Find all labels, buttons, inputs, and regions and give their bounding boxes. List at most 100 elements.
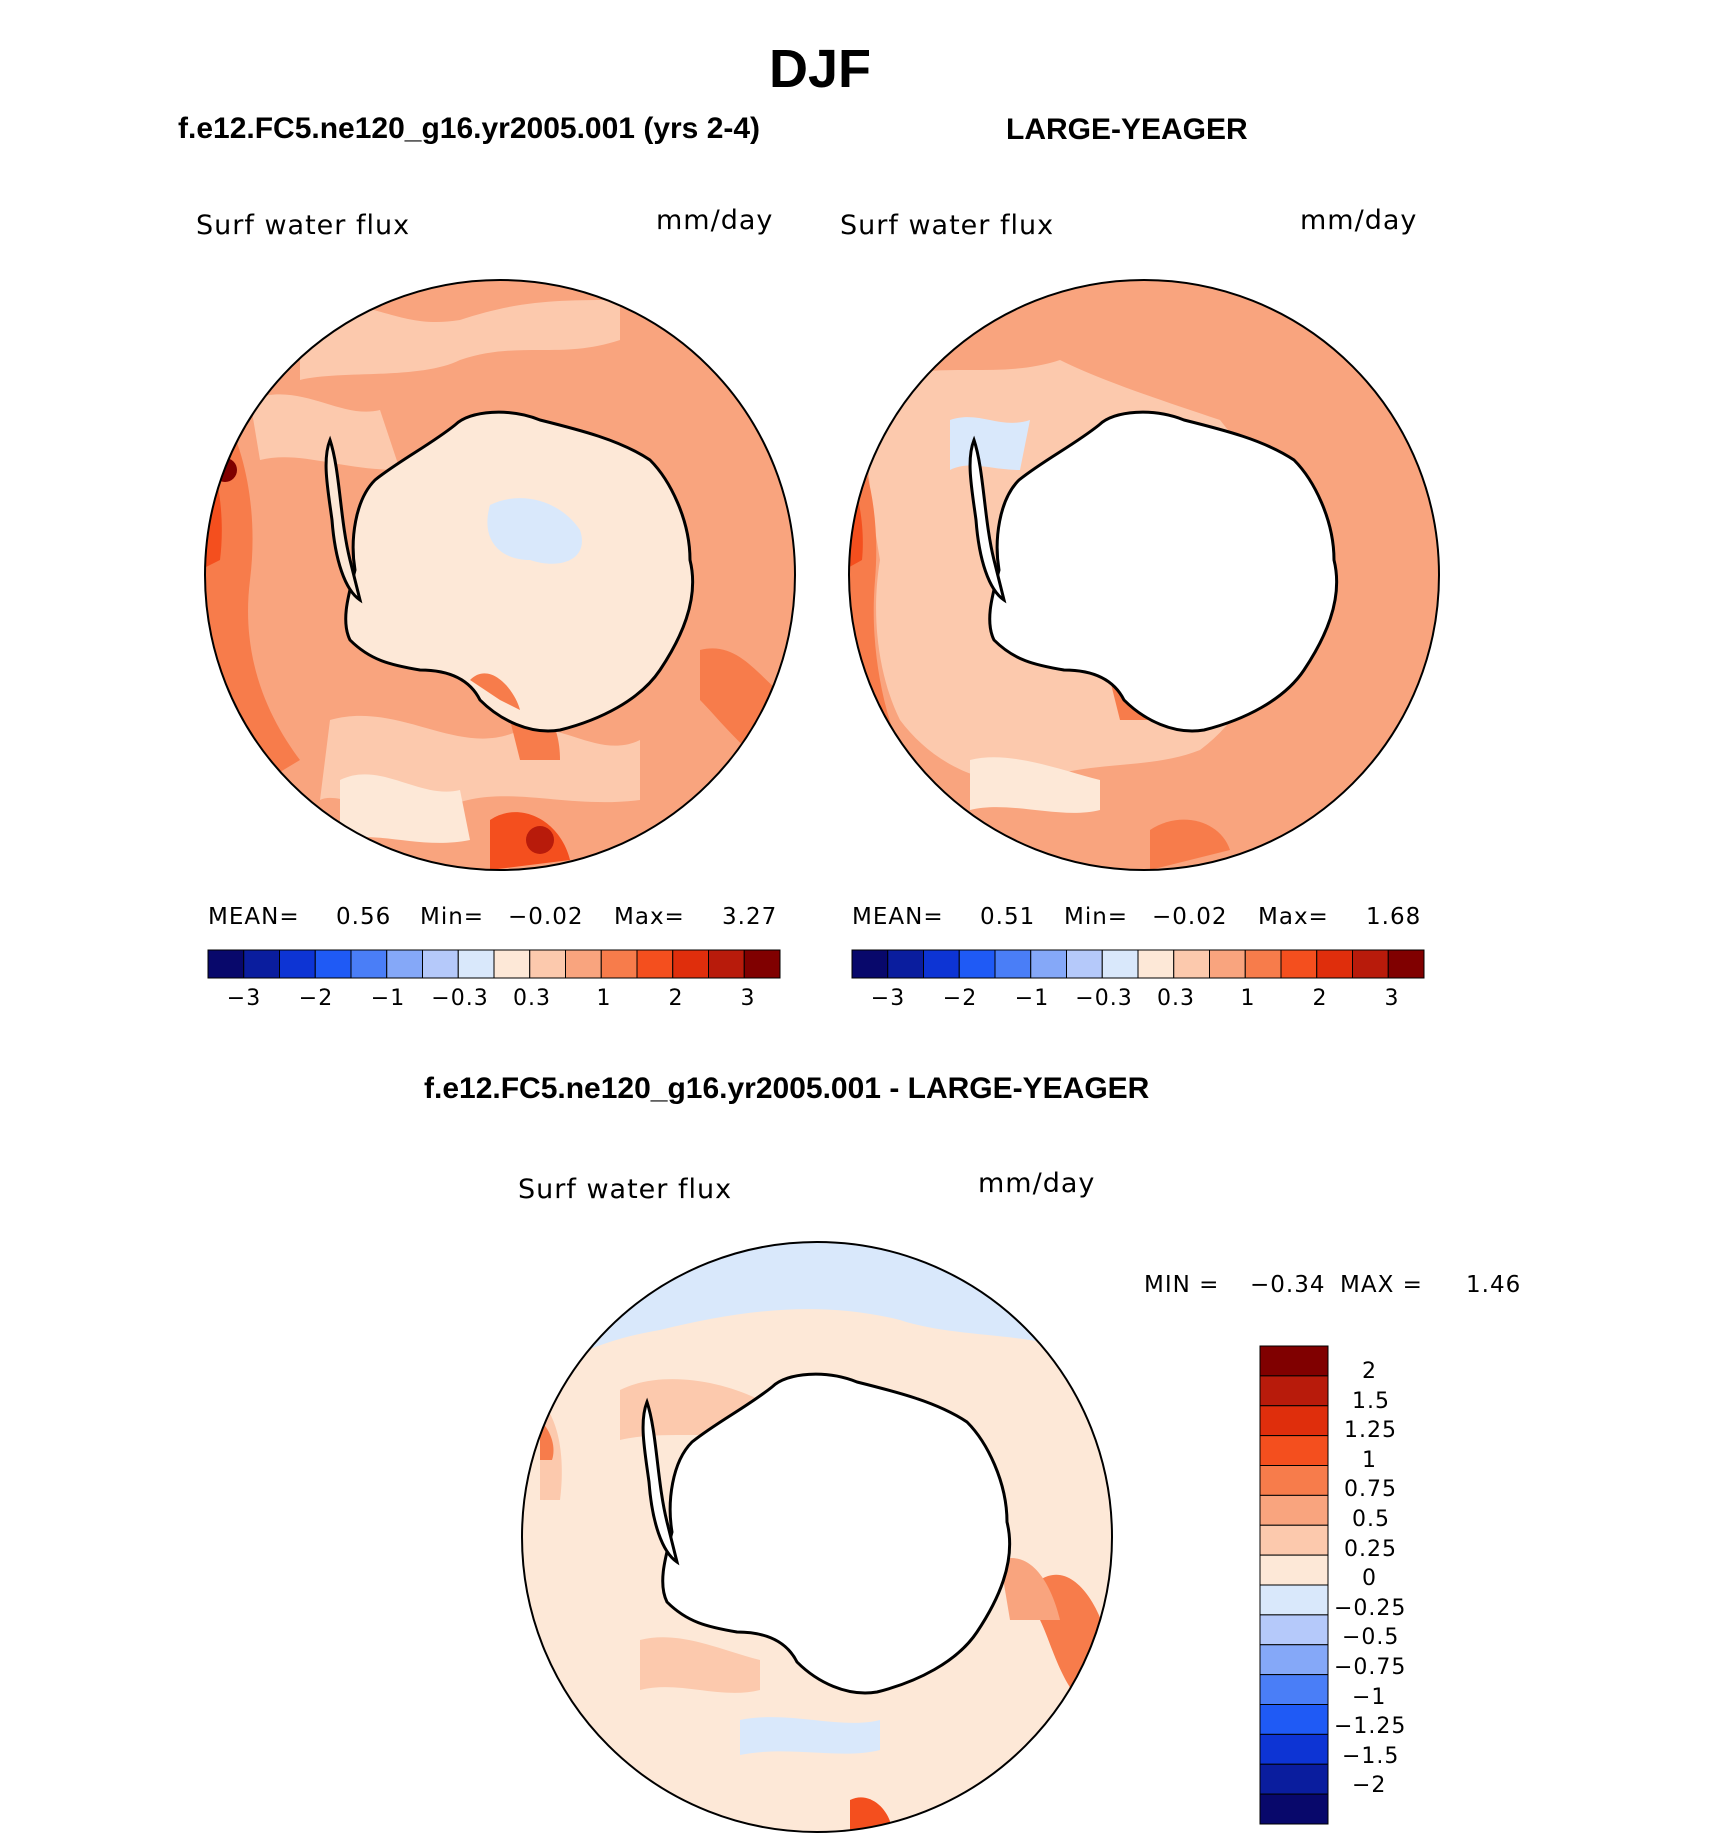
vbar-tick: 1 — [1362, 1448, 1377, 1473]
panel-2-mean-label: MEAN= — [852, 904, 944, 930]
colorbar-swatch — [1259, 1733, 1329, 1765]
colorbar-swatch — [1316, 949, 1353, 979]
colorbar-swatch — [422, 949, 459, 979]
map-panel-1 — [204, 279, 796, 871]
panel-1-mean-label: MEAN= — [208, 904, 300, 930]
colorbar-swatch — [743, 949, 781, 979]
cb1-tick: −1 — [370, 986, 406, 1011]
colorbar-swatch — [1259, 1704, 1329, 1735]
colorbar-swatch — [1259, 1644, 1329, 1676]
diff-max-label: MAX = — [1340, 1272, 1423, 1298]
colorbar-panel-2 — [851, 949, 1425, 979]
vbar-tick: 1.25 — [1344, 1418, 1397, 1443]
colorbar-swatch — [243, 949, 280, 979]
colorbar-swatch — [1066, 949, 1103, 979]
diff-min-label: MIN = — [1144, 1272, 1220, 1298]
colorbar-swatch — [1259, 1554, 1329, 1586]
colorbar-swatch — [1137, 949, 1175, 979]
colorbar-swatch — [994, 949, 1032, 979]
colorbar-swatch — [708, 949, 745, 979]
panel-2-units-label: mm/day — [1300, 205, 1418, 236]
vbar-tick: 2 — [1362, 1359, 1377, 1384]
cb2-tick: −2 — [942, 986, 978, 1011]
colorbar-swatch — [1259, 1405, 1329, 1437]
vbar-tick: −1.25 — [1334, 1714, 1407, 1739]
colorbar-swatch — [1259, 1375, 1329, 1407]
cb2-tick: 0.3 — [1157, 986, 1195, 1011]
cb1-tick: −0.3 — [431, 986, 489, 1011]
cb2-tick: 3 — [1384, 986, 1400, 1011]
colorbar-swatch — [493, 949, 531, 979]
vbar-tick: 0.5 — [1352, 1507, 1390, 1532]
diff-variable-label: Surf water flux — [518, 1174, 733, 1205]
colorbar-swatch — [923, 949, 960, 979]
panel-1-units-label: mm/day — [656, 205, 774, 236]
colorbar-diff — [1259, 1345, 1329, 1825]
panel-2-max-label: Max= — [1258, 904, 1329, 930]
diff-units-label: mm/day — [978, 1168, 1096, 1199]
vbar-tick: −0.25 — [1334, 1596, 1407, 1621]
colorbar-swatch — [350, 949, 388, 979]
colorbar-swatch — [1280, 949, 1318, 979]
colorbar-swatch — [1244, 949, 1282, 979]
vbar-tick: −0.5 — [1342, 1625, 1400, 1650]
colorbar-swatch — [1030, 949, 1067, 979]
vbar-tick: 0.25 — [1344, 1537, 1397, 1562]
diff-min-value: −0.34 — [1250, 1272, 1326, 1298]
colorbar-swatch — [1259, 1524, 1329, 1556]
panel-2-min-value: −0.02 — [1152, 904, 1228, 930]
colorbar-swatch — [1173, 949, 1210, 979]
panel-1-min-label: Min= — [420, 904, 485, 930]
colorbar-swatch — [1101, 949, 1139, 979]
diff-max-value: 1.46 — [1466, 1272, 1522, 1298]
colorbar-swatch — [1259, 1763, 1329, 1795]
colorbar-swatch — [1209, 949, 1246, 979]
colorbar-swatch — [207, 949, 245, 979]
cb1-tick: 2 — [668, 986, 684, 1011]
map-panel-diff — [521, 1241, 1113, 1833]
cb1-tick: 0.3 — [513, 986, 551, 1011]
panel-1-max-label: Max= — [614, 904, 685, 930]
vbar-tick: −0.75 — [1334, 1655, 1407, 1680]
panel-1-min-value: −0.02 — [508, 904, 584, 930]
panel-2-variable-label: Surf water flux — [840, 210, 1055, 241]
cb1-tick: 3 — [740, 986, 756, 1011]
panel-1-variable-label: Surf water flux — [196, 210, 411, 241]
colorbar-swatch — [672, 949, 709, 979]
colorbar-swatch — [386, 949, 423, 979]
colorbar-swatch — [1259, 1435, 1329, 1466]
colorbar-swatch — [279, 949, 316, 979]
cb2-tick: 2 — [1312, 986, 1328, 1011]
panel-2-min-label: Min= — [1064, 904, 1129, 930]
colorbar-swatch — [958, 949, 996, 979]
colorbar-swatch — [1259, 1494, 1329, 1526]
colorbar-swatch — [600, 949, 638, 979]
colorbar-swatch — [529, 949, 566, 979]
diff-panel-title: f.e12.FC5.ne120_g16.yr2005.001 - LARGE-Y… — [424, 1072, 1150, 1105]
cb2-tick: −3 — [870, 986, 906, 1011]
panel-1-case-title: f.e12.FC5.ne120_g16.yr2005.001 (yrs 2-4) — [178, 112, 761, 145]
colorbar-swatch — [1259, 1614, 1329, 1646]
panel-1-max-value: 3.27 — [722, 904, 778, 930]
panel-2-mean-value: 0.51 — [980, 904, 1036, 930]
panel-2-case-title: LARGE-YEAGER — [1006, 113, 1248, 146]
figure-title: DJF — [768, 39, 871, 99]
cb1-tick: −3 — [226, 986, 262, 1011]
cb1-tick: 1 — [596, 986, 612, 1011]
colorbar-swatch — [1259, 1345, 1329, 1377]
cb2-tick: −0.3 — [1075, 986, 1133, 1011]
cb2-tick: 1 — [1240, 986, 1256, 1011]
vbar-tick: 1.5 — [1352, 1389, 1390, 1414]
map-panel-2 — [848, 279, 1440, 871]
colorbar-swatch — [1387, 949, 1425, 979]
colorbar-swatch — [457, 949, 495, 979]
cb1-tick: −2 — [298, 986, 334, 1011]
panel-1-mean-value: 0.56 — [336, 904, 392, 930]
colorbar-swatch — [1259, 1465, 1329, 1496]
panel-2-max-value: 1.68 — [1366, 904, 1422, 930]
colorbar-swatch — [1352, 949, 1389, 979]
colorbar-swatch — [851, 949, 889, 979]
vbar-tick: −2 — [1352, 1773, 1387, 1798]
vbar-tick: 0 — [1362, 1566, 1377, 1591]
